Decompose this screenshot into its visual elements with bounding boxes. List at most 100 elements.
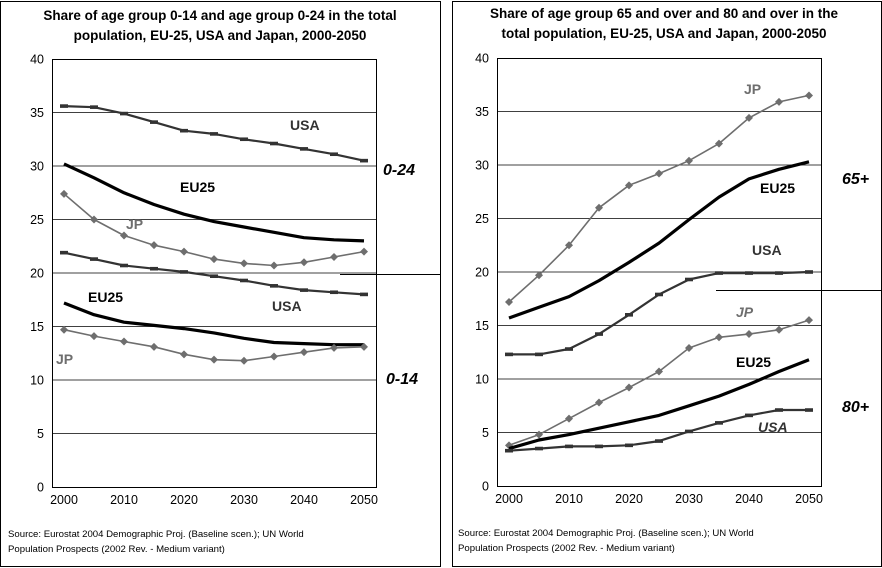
series-jp-65plus-point <box>715 139 723 148</box>
series-usa-0-24-point <box>90 105 98 109</box>
series-usa-80plus-point <box>715 421 723 425</box>
series-usa-0-24-point <box>270 141 278 146</box>
series-usa-0-24-point <box>210 132 218 136</box>
series-jp-0-14-point <box>120 337 128 346</box>
series-eu25-65plus-line <box>508 160 810 320</box>
x-tick-label: 2030 <box>230 493 258 507</box>
label-usa-65: USA <box>752 242 782 258</box>
series-jp-80plus-point <box>745 330 753 339</box>
right-chart-panel: Share of age group 65 and over and 80 an… <box>452 1 882 567</box>
series-jp-0-24-point <box>60 189 68 198</box>
x-tick-label: 2040 <box>290 493 318 507</box>
label-eu25-65: EU25 <box>760 180 795 196</box>
series-usa-0-24-point <box>360 158 368 163</box>
left-plot-area <box>52 59 377 488</box>
y-tick-label: 30 <box>30 160 44 174</box>
x-tick-label: 2000 <box>50 493 78 507</box>
right-x-axis-ticks: 2000 2010 2020 2030 2040 2050 <box>495 492 823 506</box>
series-usa-80plus-point <box>745 413 753 418</box>
series-eu25-0-24-line <box>63 162 365 243</box>
x-tick-label: 2030 <box>675 492 703 506</box>
series-jp-0-24-point <box>240 259 248 268</box>
series-usa-65plus-point <box>565 347 573 351</box>
x-tick-label: 2020 <box>170 493 198 507</box>
label-usa-0-24: USA <box>290 117 320 133</box>
series-usa-65plus-point <box>535 352 543 357</box>
series-jp-65plus-point <box>625 181 633 190</box>
group-label-0-14: 0-14 <box>386 371 418 388</box>
series-jp-0-24-point <box>120 231 128 240</box>
series-jp-80plus-point <box>775 325 783 334</box>
series-usa-80plus-point <box>505 448 513 453</box>
series-jp-0-24-point <box>180 247 188 256</box>
y-tick-label: 20 <box>475 266 489 280</box>
series-jp-65plus-point <box>745 113 753 122</box>
label-jp-0-24: JP <box>126 216 143 232</box>
series-usa-0-24-point <box>300 147 308 151</box>
series-usa-0-14-point <box>90 257 98 261</box>
y-tick-label: 35 <box>30 106 44 120</box>
series-jp-0-24-point <box>150 241 158 250</box>
right-plot-area <box>497 58 822 487</box>
y-tick-label: 15 <box>30 320 44 334</box>
series-usa-0-24-point <box>60 104 68 108</box>
group-label-65: 65+ <box>842 171 869 188</box>
x-tick-label: 2010 <box>555 492 583 506</box>
series-usa-65plus-point <box>655 292 663 297</box>
series-jp-80plus-point <box>625 383 633 392</box>
series-jp-65plus-point <box>505 297 513 306</box>
series-jp-0-24-point <box>90 215 98 224</box>
left-x-axis-ticks: 2000 2010 2020 2030 2040 2050 <box>50 493 378 507</box>
right-panel-frame <box>452 1 882 567</box>
series-usa-0-24-point <box>180 128 188 133</box>
left-y-axis-ticks: 0 5 10 15 20 25 30 35 40 <box>30 53 44 495</box>
x-tick-label: 2050 <box>350 493 378 507</box>
y-tick-label: 25 <box>30 213 44 227</box>
group-label-0-24: 0-24 <box>383 162 415 179</box>
label-jp-80: JP <box>736 304 754 320</box>
series-jp-80plus-point <box>595 398 603 407</box>
left-panel-frame <box>0 1 441 567</box>
right-gridlines <box>497 111 821 433</box>
y-tick-label: 5 <box>37 427 44 441</box>
right-chart-title-line-1: Share of age group 65 and over and 80 an… <box>490 6 839 21</box>
series-jp-0-14-point <box>270 352 278 361</box>
series-usa-65plus-point <box>715 271 723 275</box>
y-tick-label: 35 <box>475 105 489 119</box>
y-tick-label: 30 <box>475 159 489 173</box>
y-tick-label: 25 <box>475 212 489 226</box>
label-jp-65: JP <box>744 81 761 97</box>
series-jp-0-14-point <box>210 355 218 364</box>
y-tick-label: 0 <box>482 480 489 494</box>
series-jp-0-14-point <box>360 342 368 351</box>
left-source-line-2: Population Prospects (2002 Rev. - Medium… <box>8 544 225 555</box>
label-eu25-0-24: EU25 <box>180 179 215 195</box>
series-usa-65plus-point <box>805 270 813 274</box>
series-usa-80plus-point <box>805 408 813 412</box>
series-usa-0-14-point <box>180 270 188 274</box>
series-jp-0-24-point <box>330 252 338 261</box>
series-jp-0-24-point <box>210 255 218 264</box>
x-tick-label: 2010 <box>110 493 138 507</box>
series-jp-0-14-point <box>60 325 68 334</box>
series-usa-80plus-point <box>535 446 543 451</box>
series-usa-0-24-point <box>330 152 338 157</box>
group-label-80: 80+ <box>842 399 869 416</box>
series-usa-65plus-point <box>745 271 753 275</box>
series-jp-65plus-point <box>685 156 693 165</box>
right-series-group <box>505 91 813 453</box>
series-usa-0-14-point <box>210 274 218 279</box>
label-usa-80: USA <box>758 419 788 435</box>
y-tick-label: 20 <box>30 267 44 281</box>
right-chart-title-line-2: total population, EU-25, USA and Japan, … <box>501 26 826 41</box>
series-jp-65plus-point <box>775 97 783 106</box>
series-usa-80plus-point <box>655 439 663 443</box>
series-usa-0-14-point <box>60 250 68 255</box>
series-jp-0-14-point <box>300 348 308 357</box>
left-chart-title-line-2: population, EU-25, USA and Japan, 2000-2… <box>74 28 367 43</box>
series-jp-0-14-point <box>150 342 158 351</box>
x-tick-label: 2040 <box>735 492 763 506</box>
series-jp-0-14-point <box>90 332 98 341</box>
right-source-line-1: Source: Eurostat 2004 Demographic Proj. … <box>458 528 754 539</box>
